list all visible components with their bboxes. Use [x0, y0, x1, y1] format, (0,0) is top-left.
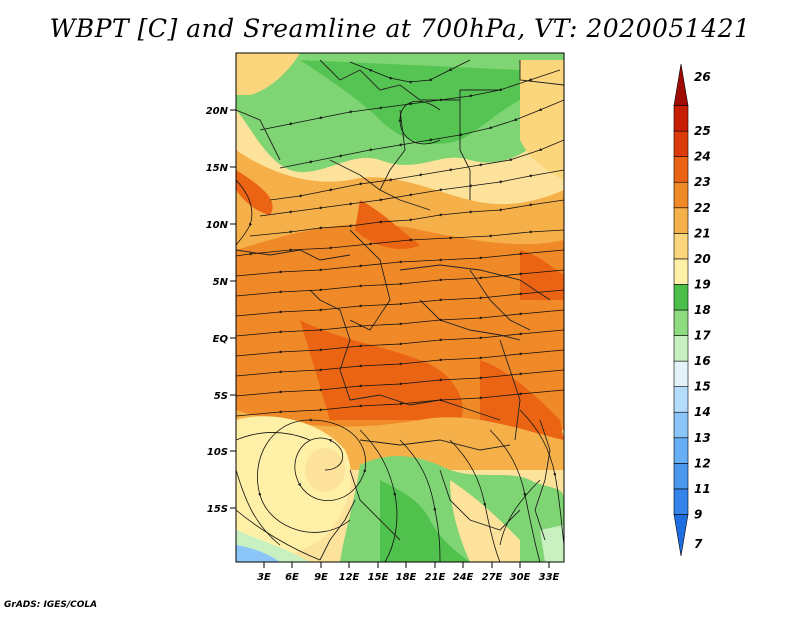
x-tick-label: 6E: [285, 572, 299, 583]
colorbar-swatch: [673, 181, 689, 209]
colorbar-swatch: [673, 437, 689, 464]
x-axis: 3E 6E 9E 12E 15E 18E 21E 24E 27E 30E 33E: [257, 562, 560, 583]
y-tick-label: 5S: [214, 391, 228, 402]
colorbar-label: 7: [694, 537, 703, 551]
colorbar-label: 26: [694, 70, 711, 84]
colorbar-swatch: [673, 463, 689, 490]
colorbar-label: 19: [694, 277, 711, 291]
x-tick-label: 21E: [425, 572, 446, 583]
streamlines: [236, 59, 564, 562]
colorbar-swatch: [673, 488, 689, 515]
x-tick-label: 27E: [482, 572, 503, 583]
colorbar-swatch: [673, 309, 689, 336]
y-tick-label: EQ: [213, 334, 229, 345]
colorbar-swatch: [673, 284, 689, 311]
y-tick-label: 10N: [206, 220, 229, 231]
colorbar-swatch: [673, 411, 689, 439]
colorbar-label: 12: [694, 456, 711, 470]
y-tick-label: 10S: [207, 447, 228, 458]
colorbar-label: 23: [694, 175, 711, 189]
colorbar-label: 11: [694, 482, 711, 496]
y-tick-label: 5N: [213, 277, 229, 288]
y-tick-label: 15S: [207, 504, 228, 515]
colorbar-swatch: [673, 207, 689, 234]
colorbar-swatch: [673, 386, 689, 413]
colorbar-swatch: [673, 258, 689, 285]
colorbar: 7 9 11 12 13 14 15 16 17 18 19 20 21 22 23 24 25 26: [673, 63, 711, 557]
x-tick-label: 18E: [396, 572, 417, 583]
colorbar-label: 21: [694, 226, 711, 240]
colorbar-label: 17: [694, 329, 711, 343]
x-tick-label: 15E: [368, 572, 389, 583]
chart-title: WBPT [C] and Sreamline at 700hPa, VT: 20…: [49, 14, 751, 43]
colorbar-label: 25: [694, 124, 711, 138]
colorbar-label: 20: [694, 252, 711, 266]
wbpt-field: [236, 53, 564, 562]
colorbar-swatch: [673, 105, 689, 132]
colorbar-label: 13: [694, 431, 711, 445]
colorbar-swatch: [673, 233, 689, 260]
colorbar-label: 24: [694, 150, 711, 164]
y-tick-label: 20N: [206, 106, 229, 117]
colorbar-label: 18: [694, 303, 711, 317]
x-tick-label: 12E: [339, 572, 360, 583]
x-tick-label: 9E: [314, 572, 328, 583]
x-tick-label: 3E: [257, 572, 271, 583]
credit-label: GrADS: IGES/COLA: [4, 600, 98, 610]
colorbar-swatch: [673, 514, 689, 557]
y-axis: 20N 15N 10N 5N EQ 5S 10S 15S: [206, 106, 236, 515]
colorbar-label: 9: [694, 507, 702, 521]
colorbar-swatch: [673, 130, 689, 157]
colorbar-swatch: [673, 360, 689, 387]
x-tick-label: 30E: [510, 572, 531, 583]
colorbar-label: 22: [694, 201, 711, 215]
x-tick-label: 33E: [539, 572, 560, 583]
y-tick-label: 15N: [206, 163, 229, 174]
colorbar-label: 14: [694, 405, 711, 419]
x-tick-label: 24E: [453, 572, 474, 583]
colorbar-label: 16: [694, 354, 711, 368]
colorbar-swatch: [673, 335, 689, 362]
colorbar-label: 15: [694, 380, 711, 394]
colorbar-swatch: [673, 156, 689, 183]
colorbar-swatch: [673, 63, 689, 106]
map-frame: [235, 52, 565, 563]
